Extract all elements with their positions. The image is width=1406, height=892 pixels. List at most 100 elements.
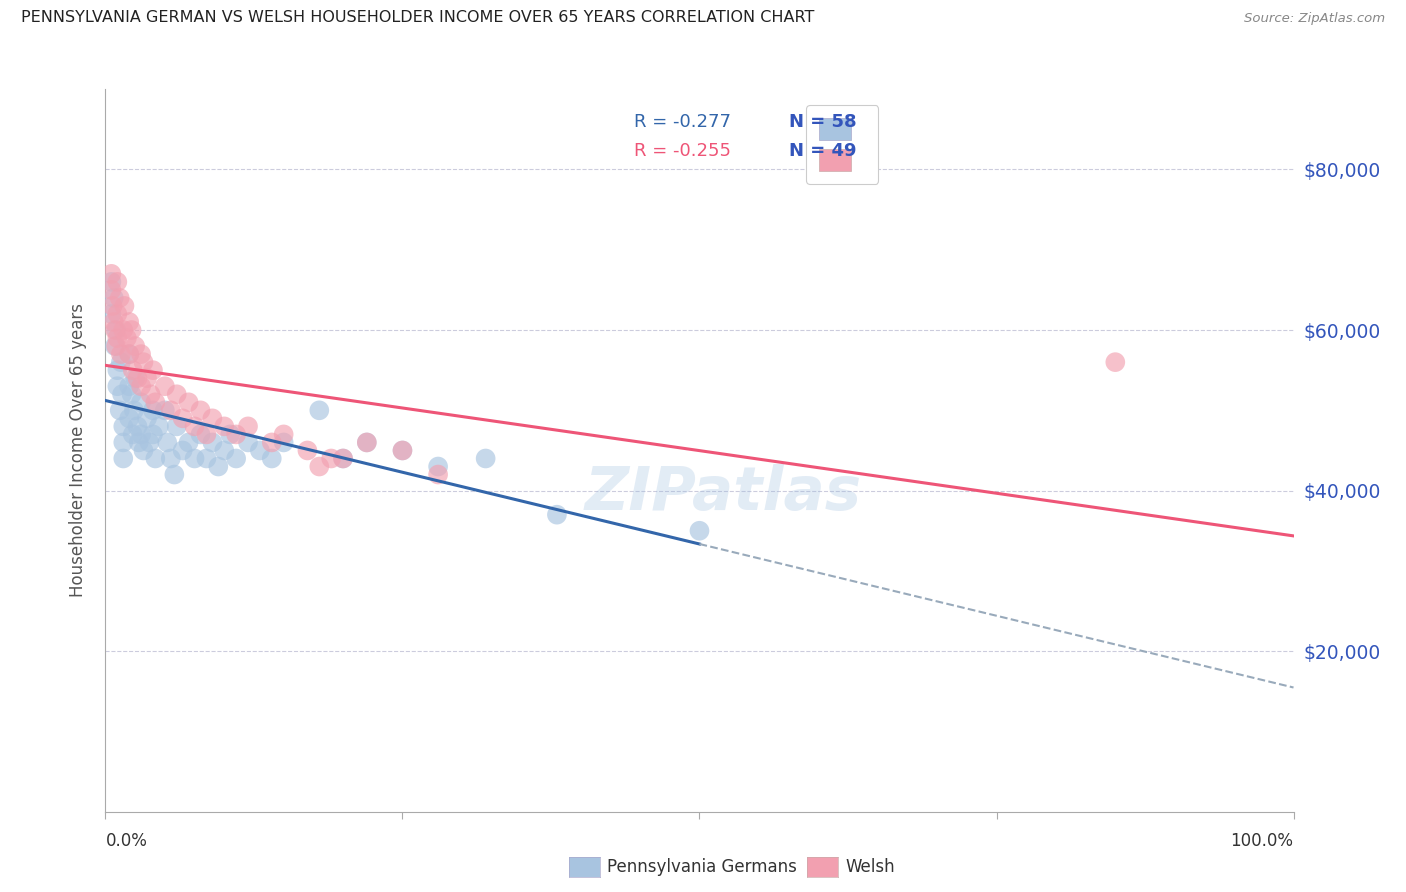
Point xyxy=(214,443,236,458)
Point xyxy=(111,387,134,401)
Text: 100.0%: 100.0% xyxy=(1230,831,1294,849)
Point xyxy=(236,435,259,450)
Point xyxy=(166,419,188,434)
Point xyxy=(127,371,149,385)
Point xyxy=(273,435,295,450)
Point xyxy=(100,307,122,321)
Point xyxy=(136,411,159,425)
Point xyxy=(115,331,138,345)
Point xyxy=(427,459,450,474)
Point xyxy=(201,435,224,450)
Point xyxy=(332,451,354,466)
Point xyxy=(124,339,146,353)
Point xyxy=(356,435,378,450)
Point xyxy=(112,435,135,450)
Point xyxy=(118,379,141,393)
Point xyxy=(100,275,122,289)
Point xyxy=(183,419,205,434)
Point xyxy=(195,427,218,442)
Point xyxy=(273,427,295,442)
Text: R = -0.255: R = -0.255 xyxy=(634,142,731,160)
Point xyxy=(214,419,236,434)
Point xyxy=(105,307,128,321)
Point xyxy=(105,331,128,345)
Point xyxy=(110,355,132,369)
Point xyxy=(143,395,166,409)
Point xyxy=(112,323,135,337)
Point xyxy=(153,379,176,393)
Point xyxy=(105,339,128,353)
Point xyxy=(177,395,200,409)
Text: PENNSYLVANIA GERMAN VS WELSH HOUSEHOLDER INCOME OVER 65 YEARS CORRELATION CHART: PENNSYLVANIA GERMAN VS WELSH HOUSEHOLDER… xyxy=(21,11,814,25)
Text: Pennsylvania Germans: Pennsylvania Germans xyxy=(607,858,797,876)
Text: N = 58: N = 58 xyxy=(789,112,856,131)
Point xyxy=(308,403,330,417)
Point xyxy=(297,443,319,458)
Point xyxy=(172,411,194,425)
Point xyxy=(118,315,141,329)
Point xyxy=(332,451,354,466)
Point xyxy=(103,315,125,329)
Point xyxy=(118,411,141,425)
Point xyxy=(190,403,212,417)
Point xyxy=(159,403,181,417)
Point xyxy=(100,283,122,297)
Text: Welsh: Welsh xyxy=(845,858,894,876)
Point xyxy=(122,403,145,417)
Point xyxy=(546,508,568,522)
Point xyxy=(105,275,128,289)
Text: ZIPatlas: ZIPatlas xyxy=(585,465,862,524)
Point xyxy=(391,443,413,458)
Point xyxy=(127,419,149,434)
Point xyxy=(156,435,179,450)
Point xyxy=(474,451,496,466)
Point xyxy=(112,419,135,434)
Point xyxy=(249,443,271,458)
Point xyxy=(104,323,127,337)
Point xyxy=(391,443,413,458)
Point xyxy=(121,363,143,377)
Point xyxy=(260,451,283,466)
Point xyxy=(118,347,141,361)
Point xyxy=(153,403,176,417)
Point xyxy=(166,387,188,401)
Point xyxy=(124,371,146,385)
Point xyxy=(132,355,155,369)
Point xyxy=(121,427,143,442)
Point xyxy=(129,395,152,409)
Text: N = 49: N = 49 xyxy=(789,142,856,160)
Point xyxy=(177,435,200,450)
Point xyxy=(1104,355,1126,369)
Point xyxy=(108,291,131,305)
Point xyxy=(225,451,247,466)
Point xyxy=(148,419,170,434)
Text: Source: ZipAtlas.com: Source: ZipAtlas.com xyxy=(1244,12,1385,25)
Point xyxy=(110,347,132,361)
Point xyxy=(118,347,141,361)
Point xyxy=(129,347,152,361)
Point xyxy=(308,459,330,474)
Point xyxy=(128,435,150,450)
Point xyxy=(207,459,229,474)
Point xyxy=(219,427,242,442)
Point xyxy=(100,267,122,281)
Point xyxy=(101,299,124,313)
Point xyxy=(321,451,343,466)
Point xyxy=(142,403,165,417)
Point xyxy=(689,524,711,538)
Point xyxy=(225,427,247,442)
Point xyxy=(114,299,136,313)
Point xyxy=(121,323,143,337)
Point xyxy=(136,371,159,385)
Text: R = -0.277: R = -0.277 xyxy=(634,112,731,131)
Point xyxy=(183,451,205,466)
Point xyxy=(236,419,259,434)
Point xyxy=(129,379,152,393)
Point xyxy=(129,427,152,442)
Point xyxy=(356,435,378,450)
Point xyxy=(103,291,125,305)
Y-axis label: Householder Income Over 65 years: Householder Income Over 65 years xyxy=(69,303,87,598)
Point xyxy=(201,411,224,425)
Point xyxy=(190,427,212,442)
Point xyxy=(138,435,160,450)
